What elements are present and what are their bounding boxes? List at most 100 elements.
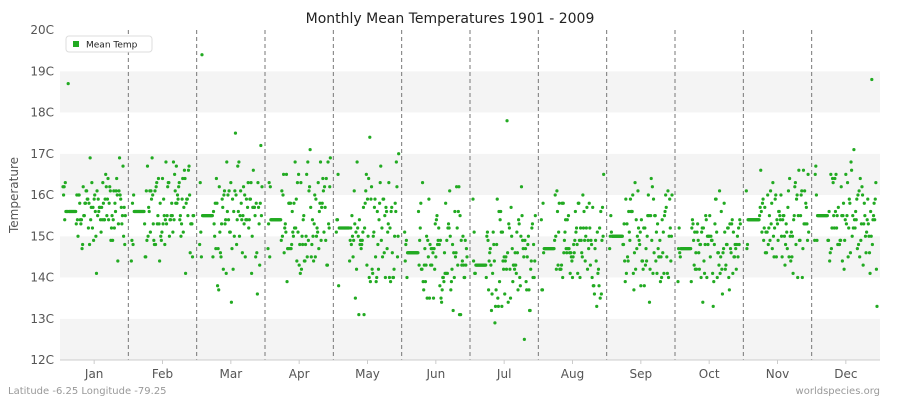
data-point <box>377 218 381 222</box>
data-point <box>159 234 163 238</box>
data-point <box>129 259 133 263</box>
data-point <box>697 267 701 271</box>
data-point <box>431 296 436 300</box>
data-point <box>168 218 173 222</box>
data-point <box>461 234 465 238</box>
data-point <box>430 263 434 267</box>
data-point <box>95 189 99 193</box>
data-point <box>306 238 310 242</box>
data-point <box>293 160 297 164</box>
data-point <box>317 209 321 214</box>
data-point <box>569 251 573 255</box>
data-point <box>354 267 359 271</box>
data-point <box>670 193 674 197</box>
data-point <box>628 197 633 201</box>
data-point <box>587 201 591 205</box>
data-point <box>855 247 859 251</box>
data-point <box>727 288 731 292</box>
data-point <box>586 238 590 242</box>
data-point <box>843 238 847 242</box>
data-point <box>107 201 111 205</box>
data-point <box>582 209 586 214</box>
data-point <box>827 209 831 214</box>
data-point <box>61 193 66 197</box>
data-point <box>503 292 507 296</box>
data-point <box>465 255 469 259</box>
data-point <box>440 300 444 304</box>
data-point <box>63 218 67 222</box>
data-point <box>521 247 525 251</box>
data-point <box>353 296 357 300</box>
data-point <box>312 259 316 263</box>
data-point <box>598 226 602 230</box>
data-point <box>836 205 840 209</box>
data-point <box>568 271 572 275</box>
data-point <box>565 251 569 255</box>
data-point <box>720 267 724 271</box>
data-point <box>600 238 604 242</box>
data-point <box>224 271 228 275</box>
data-point <box>699 275 703 280</box>
data-point <box>74 209 78 214</box>
data-point <box>776 238 780 242</box>
data-point <box>109 226 114 230</box>
data-point <box>579 238 583 242</box>
data-point <box>498 218 502 222</box>
data-point <box>792 218 796 222</box>
data-point <box>113 209 118 214</box>
data-point <box>299 181 303 185</box>
data-point <box>532 275 536 280</box>
data-point <box>359 247 363 251</box>
data-point <box>250 234 254 238</box>
data-point <box>259 143 263 148</box>
data-point <box>669 234 674 238</box>
data-point <box>559 263 564 267</box>
data-point <box>254 201 258 205</box>
data-point <box>694 251 698 255</box>
data-point <box>352 189 356 193</box>
data-point <box>851 214 855 218</box>
data-point <box>245 205 250 209</box>
data-point <box>445 271 449 275</box>
data-point <box>463 275 467 280</box>
data-point <box>237 234 242 238</box>
data-point <box>395 185 399 189</box>
data-point <box>107 218 111 222</box>
data-point <box>783 263 787 267</box>
data-point <box>773 197 777 201</box>
data-point <box>641 267 645 271</box>
data-point <box>230 197 235 201</box>
data-point <box>334 230 338 234</box>
data-point <box>716 251 721 255</box>
data-point <box>464 263 468 267</box>
data-point <box>90 226 95 230</box>
data-point <box>572 251 576 255</box>
data-point <box>386 222 390 226</box>
data-point <box>373 197 377 201</box>
data-point <box>289 247 293 251</box>
data-point <box>384 209 389 214</box>
data-point <box>317 247 321 251</box>
legend: Mean Temp <box>65 35 153 53</box>
data-point <box>220 222 224 226</box>
data-point <box>453 255 458 259</box>
data-point <box>162 214 166 218</box>
data-point <box>501 267 506 271</box>
data-point <box>645 234 649 238</box>
data-point <box>301 218 305 222</box>
data-point <box>800 275 804 280</box>
data-point <box>154 185 158 189</box>
data-point <box>594 259 598 263</box>
data-point <box>115 176 119 181</box>
data-point <box>425 234 429 238</box>
data-point <box>625 255 630 259</box>
data-point <box>758 214 762 218</box>
data-point <box>316 230 320 234</box>
data-point <box>638 230 642 234</box>
data-point <box>665 271 669 275</box>
legend-swatch <box>73 41 79 47</box>
data-point <box>336 172 340 176</box>
data-point <box>171 230 175 234</box>
data-point <box>367 275 371 280</box>
band-6 <box>60 71 880 113</box>
